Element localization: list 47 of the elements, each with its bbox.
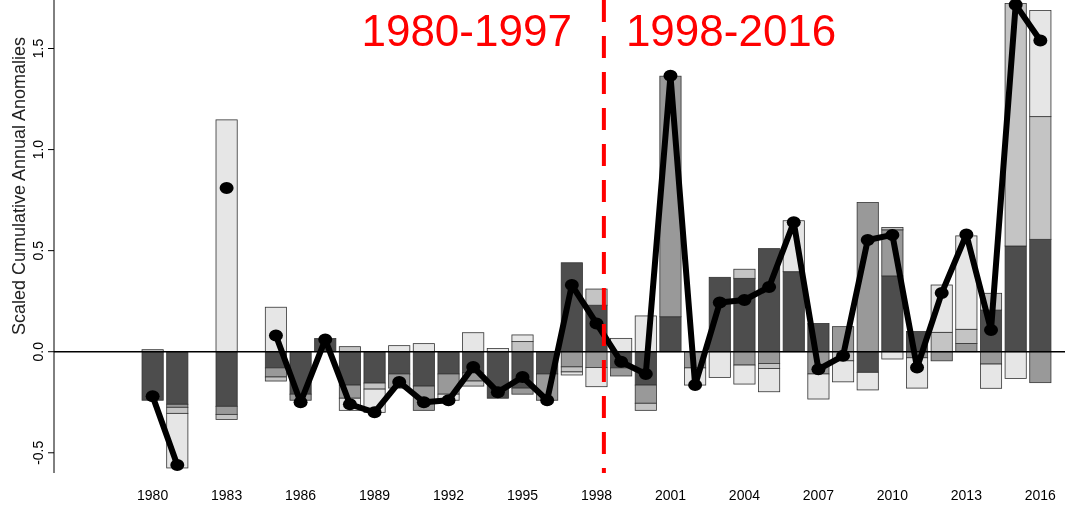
point	[367, 406, 382, 419]
point	[318, 333, 333, 346]
y-tick-label: 0.0	[30, 341, 46, 362]
x-tick-label: 1986	[285, 487, 317, 503]
point	[170, 458, 185, 471]
annotation: 1998-2016	[625, 6, 837, 55]
x-tick-label: 2004	[728, 487, 761, 503]
x-tick-label: 2001	[654, 487, 687, 503]
x-tick-label: 1980	[137, 487, 169, 503]
point	[959, 228, 974, 241]
point	[219, 181, 234, 194]
point	[786, 216, 801, 229]
y-tick-label: 1.0	[30, 139, 46, 160]
point	[1008, 0, 1023, 11]
point	[145, 390, 160, 403]
x-tick-label: 2016	[1024, 487, 1057, 503]
point	[762, 281, 777, 294]
point	[885, 228, 900, 241]
point	[490, 386, 505, 399]
y-tick-label: -0.5	[30, 440, 46, 465]
point	[663, 69, 678, 82]
x-tick-label: 1998	[580, 487, 613, 503]
point	[836, 349, 851, 362]
x-tick-label: 2010	[876, 487, 909, 503]
point	[342, 398, 357, 411]
y-axis-title: Scaled Cumulative Annual Anomalies	[9, 36, 29, 336]
point	[1033, 34, 1048, 47]
y-tick-label: 1.5	[30, 38, 46, 59]
x-tick-label: 2007	[802, 487, 835, 503]
y-tick-label: 0.5	[30, 240, 46, 261]
x-tick-label: 1983	[211, 487, 243, 503]
x-tick-label: 1992	[432, 487, 465, 503]
point	[860, 233, 875, 246]
point	[564, 279, 579, 292]
point	[688, 379, 703, 392]
bar	[166, 351, 189, 405]
point	[737, 293, 752, 306]
point	[540, 394, 555, 407]
annotation: 1980-1997	[361, 6, 572, 55]
point	[293, 396, 308, 409]
point	[712, 296, 727, 309]
point	[934, 287, 949, 300]
bar	[363, 351, 386, 384]
x-tick-label: 1995	[506, 487, 539, 503]
x-tick-label: 1989	[358, 487, 391, 503]
x-tick-label: 2013	[950, 487, 983, 503]
point	[441, 394, 456, 407]
